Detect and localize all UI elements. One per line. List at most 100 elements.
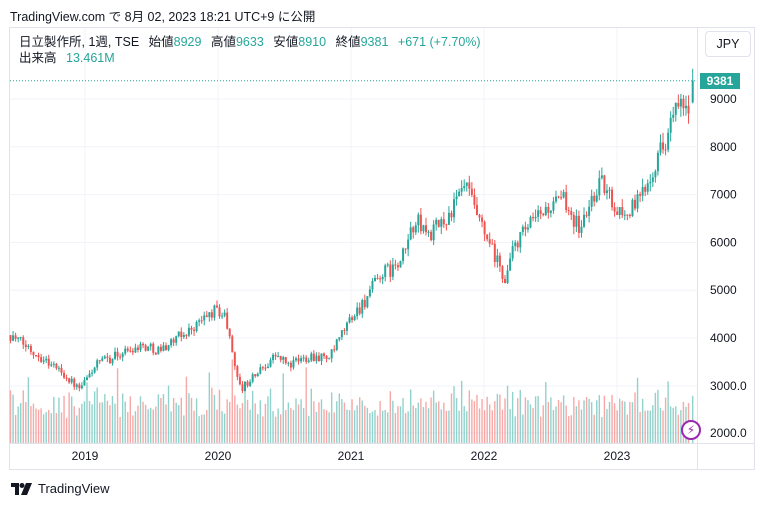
candle-body [613, 207, 616, 212]
candle-body [402, 248, 405, 261]
candle-body [488, 239, 491, 244]
volume-bar [282, 373, 284, 443]
candle-body [272, 354, 275, 361]
volume-bar [216, 409, 218, 443]
candle-body [399, 260, 402, 268]
candle-body [236, 366, 239, 377]
volume-bar [593, 414, 595, 443]
volume-bar [519, 389, 521, 443]
published-caption: TradingView.com で 8月 02, 2023 18:21 UTC+… [10, 10, 316, 24]
lightning-icon[interactable]: ⚡ [681, 420, 701, 440]
candle-body [14, 335, 17, 339]
candle-body [475, 204, 478, 216]
volume-bar [522, 414, 524, 443]
candle-body [491, 243, 494, 245]
volume-bar [590, 402, 593, 443]
volume-bar [42, 414, 45, 443]
candle-body [437, 219, 440, 227]
candle-body [414, 225, 417, 233]
volume-bar [206, 409, 208, 443]
volume-bar [333, 412, 335, 443]
volume-bar [188, 393, 190, 443]
candle-body [323, 353, 326, 356]
candle-body [379, 278, 382, 280]
volume-bar [616, 410, 618, 443]
high-label: 高値 [210, 35, 236, 49]
volume-bar [14, 415, 17, 443]
candle-body [532, 217, 535, 219]
tradingview-logo[interactable]: TradingView [11, 481, 110, 496]
volume-bar [330, 392, 333, 443]
volume-bar [106, 400, 109, 443]
candle-body [572, 214, 575, 227]
candle-body [93, 367, 96, 373]
chart-frame[interactable] [9, 27, 755, 470]
volume-bar [517, 398, 519, 443]
currency-button[interactable]: JPY [705, 31, 751, 57]
volume-bar [417, 402, 420, 443]
candle-body [358, 307, 361, 314]
volume-bar [527, 400, 529, 443]
candle-body [424, 225, 427, 233]
volume-bar [402, 397, 404, 443]
price-tick-label: 4000 [710, 331, 737, 345]
candle-body [447, 212, 450, 225]
volume-bar [185, 376, 188, 443]
volume-bar [300, 399, 302, 443]
time-tick-label: 2020 [205, 449, 232, 463]
candle-body [9, 335, 12, 341]
time-tick-label: 2019 [72, 449, 99, 463]
candle-body [17, 337, 20, 339]
volume-bar [251, 390, 254, 443]
candle-body [80, 385, 83, 389]
volume-bar [506, 385, 509, 443]
candle-body [567, 210, 570, 212]
candle-body [203, 315, 206, 321]
candle-body [481, 217, 484, 222]
candle-body [312, 353, 315, 361]
candle-body [631, 199, 634, 217]
candle-body [12, 335, 15, 341]
volume-bar [662, 410, 664, 443]
candle-body [463, 185, 466, 188]
volume-row: 出来高 13.461M [19, 50, 481, 66]
candle-body [108, 357, 111, 364]
candle-body [371, 280, 374, 290]
volume-bar [348, 410, 351, 443]
volume-bar [285, 409, 287, 443]
symbol-title[interactable]: 日立製作所, 1週, TSE [19, 35, 140, 49]
volume-bar [476, 394, 478, 443]
candle-body [320, 353, 323, 362]
volume-bar [65, 417, 68, 443]
candle-body [524, 226, 527, 230]
volume-bar [234, 395, 236, 443]
volume-bar [580, 409, 583, 443]
volume-bar [611, 394, 613, 443]
volume-bar [489, 404, 491, 443]
candle-body [583, 214, 586, 227]
volume-bar [361, 400, 363, 443]
candle-body [22, 337, 25, 345]
volume-bar [629, 401, 631, 443]
volume-bar [636, 377, 639, 443]
candle-body [289, 362, 292, 368]
volume-bar [147, 409, 149, 443]
candle-body [608, 189, 611, 191]
volume-bar [239, 408, 241, 443]
high-value: 9633 [235, 35, 264, 49]
candle-body [621, 207, 624, 216]
candle-body [549, 210, 552, 213]
volume-bar [264, 403, 267, 443]
time-tick-label: 2023 [604, 449, 631, 463]
candle-body [506, 270, 509, 284]
volume-bar [415, 408, 417, 443]
volume-bar [315, 411, 318, 443]
candle-body [453, 199, 456, 218]
volume-bar [88, 401, 91, 443]
candle-body [509, 258, 512, 271]
candle-body [223, 312, 226, 316]
candle-body [529, 217, 532, 228]
candle-body [521, 226, 524, 233]
candle-body [193, 329, 196, 331]
